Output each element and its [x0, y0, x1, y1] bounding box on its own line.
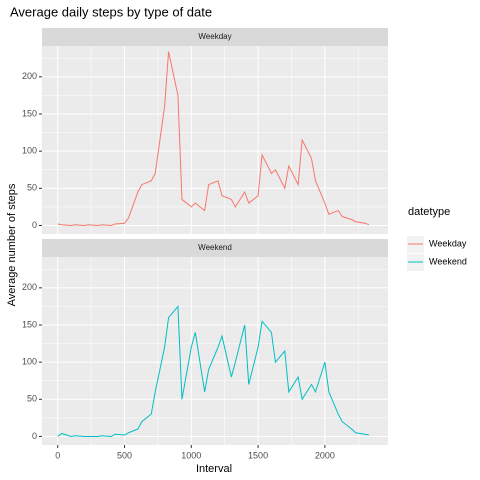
y-tick-label: 50 [27, 394, 37, 404]
y-axis-label: Average number of steps [6, 183, 18, 306]
x-tick-label: 500 [117, 450, 132, 460]
strip-label: Weekday [198, 32, 231, 41]
x-axis-label: Interval [196, 463, 232, 475]
y-tick-label: 150 [22, 108, 37, 118]
x-tick-label: 1500 [248, 450, 268, 460]
x-tick-label: 0 [55, 450, 60, 460]
x-tick-label: 2000 [315, 450, 335, 460]
y-tick-label: 0 [32, 431, 37, 441]
y-tick-label: 0 [32, 220, 37, 230]
strip-label: Weekend [198, 243, 232, 252]
panel [42, 257, 388, 445]
panel [42, 46, 388, 234]
y-tick-label: 100 [22, 146, 37, 156]
legend-label: Weekend [429, 256, 467, 266]
chart-title: Average daily steps by type of date [10, 4, 212, 19]
strip [42, 28, 388, 46]
x-tick-label: 1000 [181, 450, 201, 460]
legend-title: datetype [408, 206, 450, 218]
series-line [57, 305, 370, 437]
y-tick-label: 200 [22, 71, 37, 81]
strip [42, 239, 388, 257]
y-tick-label: 50 [27, 183, 37, 193]
series-line [57, 51, 370, 226]
y-tick-label: 200 [22, 282, 37, 292]
legend-label: Weekday [429, 238, 467, 248]
y-tick-label: 100 [22, 357, 37, 367]
y-tick-label: 150 [22, 319, 37, 329]
